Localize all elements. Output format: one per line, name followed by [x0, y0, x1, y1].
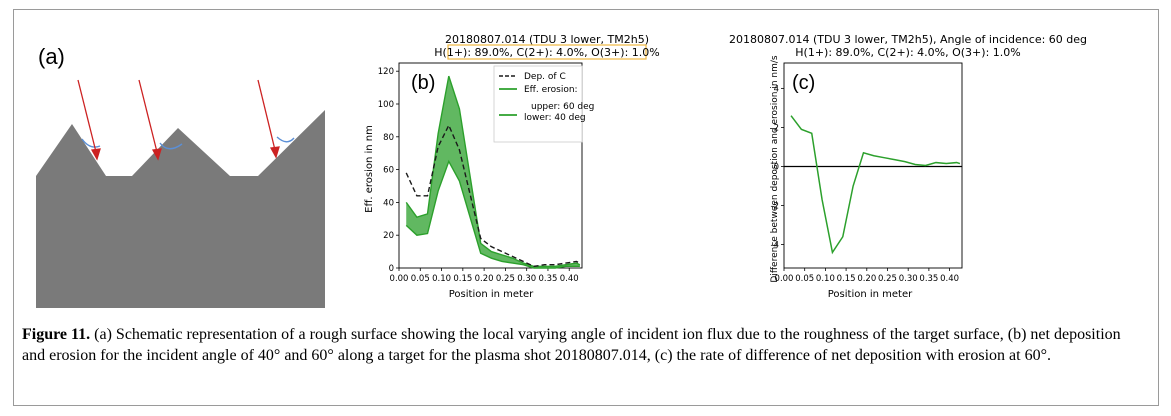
- chart-b-xtick-label: 0.00: [390, 274, 409, 284]
- chart-c-xtick-label: 0.05: [795, 274, 814, 284]
- legend-entry-lower: lower: 40 deg: [524, 113, 586, 123]
- chart-c-xtick-label: 0.15: [837, 274, 856, 284]
- chart-c-xtick-label: 0.10: [816, 274, 835, 284]
- chart-c-plot-area: 0.00 0.05 0.10 0.15 0.20 0.25 0.30 0.35 0.40 -4 -2…: [771, 62, 963, 284]
- chart-c-ytick-label: -4: [771, 241, 779, 251]
- legend-entry-upper: upper: 60 deg: [531, 102, 594, 112]
- chart-c-ytick-label: 0: [774, 162, 779, 172]
- ion-flux-arrow-3: [257, 79, 276, 151]
- chart-c-title-line1: 20180807.014 (TDU 3 lower, TM2h5), Angle…: [729, 33, 1087, 46]
- chart-b-ytick-label: 100: [378, 100, 394, 110]
- chart-c-xtick-label: 0.00: [775, 274, 794, 284]
- chart-b-legend-box: [493, 65, 583, 143]
- chart-b-title-line1: 20180807.014 (TDU 3 lower, TM2h5): [445, 33, 649, 46]
- chart-c-series-line: [790, 115, 961, 255]
- chart-b-series-lower-line: [405, 159, 580, 269]
- chart-b: 20180807.014 (TDU 3 lower, TM2h5) H(1+):…: [364, 33, 660, 300]
- chart-b-ytick-label: 40: [383, 198, 394, 208]
- ion-flux-arrowhead-2: [151, 148, 162, 161]
- chart-c-ytick-label: -2: [771, 202, 779, 212]
- chart-b-ylabel: Eff. erosion in nm: [364, 125, 375, 213]
- chart-c: 20180807.014 (TDU 3 lower, TM2h5), Angle…: [729, 33, 1087, 300]
- chart-c-axes-frame: [783, 62, 963, 269]
- chart-c-xtick-label: 0.20: [857, 274, 876, 284]
- incidence-angle-arc-3: [276, 136, 295, 143]
- panel-a-label: (a): [38, 44, 65, 69]
- chart-c-ytick-label: 2: [774, 123, 779, 133]
- incidence-angle-arc-1: [81, 138, 101, 148]
- chart-b-series-dep-c-line: [405, 123, 581, 268]
- chart-b-xtick-label: 0.05: [411, 274, 430, 284]
- chart-b-xtick-label: 0.15: [453, 274, 472, 284]
- chart-b-title-highlight-box: [447, 44, 647, 60]
- ion-flux-arrowhead-1: [90, 148, 101, 161]
- chart-b-xlabel: Position in meter: [449, 289, 534, 300]
- ion-flux-arrow-1: [77, 79, 97, 153]
- chart-c-title-line2: H(1+): 89.0%, C(2+): 4.0%, O(3+): 1.0%: [795, 46, 1020, 59]
- chart-b-title-line2: H(1+): 89.0%, C(2+): 4.0%, O(3+): 1.0%: [434, 46, 659, 59]
- chart-c-xtick-label: 0.30: [899, 274, 918, 284]
- chart-c-ylabel: Difference between depostion and erosion…: [770, 55, 780, 282]
- chart-b-xtick-label: 0.10: [432, 274, 451, 284]
- chart-c-ytick-label: 4: [774, 84, 779, 94]
- chart-b-erosion-band: [406, 76, 580, 269]
- chart-b-legend: Dep. of C Eff. erosion: upper: 60 deg lo…: [493, 65, 594, 143]
- chart-b-ytick-label: 20: [383, 231, 394, 241]
- chart-b-panel-label: (b): [411, 72, 435, 94]
- chart-b-ytick-label: 120: [378, 67, 394, 77]
- chart-c-xtick-label: 0.35: [919, 274, 938, 284]
- rough-surface: [36, 110, 325, 308]
- legend-entry-eff-erosion: Eff. erosion:: [524, 85, 578, 95]
- caption-text: (a) Schematic representation of a rough …: [22, 326, 1121, 364]
- ion-flux-arrowhead-3: [269, 146, 280, 159]
- chart-b-xtick-label: 0.25: [496, 274, 515, 284]
- chart-b-xtick-label: 0.20: [475, 274, 494, 284]
- panel-a: (a): [36, 44, 325, 308]
- ion-flux-arrow-2: [138, 79, 158, 153]
- chart-c-xtick-label: 0.40: [940, 274, 959, 284]
- chart-c-xlabel: Position in meter: [828, 289, 913, 300]
- chart-b-xtick-label: 0.35: [538, 274, 557, 284]
- figure-frame: [13, 9, 1159, 406]
- caption-label: Figure 11.: [22, 326, 91, 343]
- chart-b-ytick-label: 0: [389, 264, 394, 274]
- chart-c-xtick-label: 0.25: [878, 274, 897, 284]
- figure-caption: Figure 11. (a) Schematic representation …: [22, 324, 1142, 366]
- chart-c-panel-label: (c): [792, 72, 815, 94]
- incidence-angle-arc-2: [159, 142, 183, 150]
- chart-b-xtick-label: 0.40: [560, 274, 579, 284]
- chart-b-ytick-label: 60: [383, 166, 394, 176]
- legend-entry-dep-c: Dep. of C: [524, 72, 566, 82]
- chart-b-ytick-label: 80: [383, 133, 394, 143]
- chart-b-xtick-label: 0.30: [517, 274, 536, 284]
